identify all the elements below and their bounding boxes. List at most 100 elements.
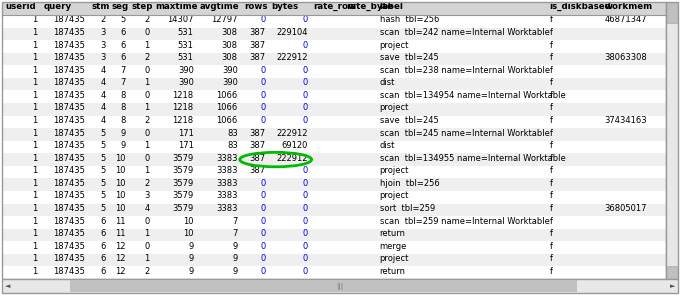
Text: 0: 0 [144,129,150,137]
Text: f: f [549,254,553,263]
Text: 1218: 1218 [173,104,194,112]
Text: 10: 10 [183,229,194,238]
Text: 0: 0 [260,116,265,125]
Text: 12: 12 [115,267,126,276]
Text: |||: ||| [337,283,343,289]
Text: 2: 2 [100,15,105,24]
Text: 390: 390 [222,66,238,75]
Text: 0: 0 [260,78,265,87]
Text: f: f [549,41,553,50]
Text: 3: 3 [100,41,105,50]
Text: 0: 0 [303,166,307,175]
Text: 10: 10 [115,204,126,213]
Text: 6: 6 [100,267,105,276]
Text: 0: 0 [303,242,307,251]
Text: 4: 4 [144,204,150,213]
Text: 6: 6 [120,28,126,37]
Text: 1: 1 [33,66,37,75]
Bar [2,116,666,128]
Text: 5: 5 [100,166,105,175]
Text: 0: 0 [260,191,265,200]
Text: 187435: 187435 [54,53,85,62]
Bar [2,78,666,91]
Text: 0: 0 [303,204,307,213]
Text: 3383: 3383 [216,154,238,163]
Bar [666,2,678,279]
Text: hjoin  tbl=256: hjoin tbl=256 [379,179,439,188]
Text: step: step [132,2,153,11]
Text: 4: 4 [100,104,105,112]
Text: 12797: 12797 [211,15,238,24]
Text: 0: 0 [260,267,265,276]
Text: 387: 387 [249,129,265,137]
Text: 0: 0 [303,254,307,263]
Text: 4: 4 [100,78,105,87]
Bar [2,27,666,40]
Text: 187435: 187435 [54,179,85,188]
Text: scan  tbl=259 name=Internal Worktable: scan tbl=259 name=Internal Worktable [379,217,549,226]
Text: 187435: 187435 [54,141,85,150]
Text: 7: 7 [120,66,126,75]
Text: 1: 1 [33,217,37,226]
Text: ◄: ◄ [5,283,10,289]
Text: 3579: 3579 [173,204,194,213]
Text: 0: 0 [303,191,307,200]
Bar [2,53,666,65]
Text: scan  tbl=238 name=Internal Worktable: scan tbl=238 name=Internal Worktable [379,66,550,75]
Text: 8: 8 [120,116,126,125]
Text: dist: dist [379,141,395,150]
Text: 0: 0 [260,204,265,213]
Text: 5: 5 [100,129,105,137]
Text: 1: 1 [33,154,37,163]
Text: 4: 4 [100,91,105,100]
Text: 1: 1 [33,104,37,112]
Bar [2,91,666,103]
Text: 2: 2 [144,53,150,62]
Text: 0: 0 [303,41,307,50]
Text: workmem: workmem [605,2,653,11]
Text: 1066: 1066 [216,116,238,125]
Text: 1: 1 [144,141,150,150]
Text: 187435: 187435 [54,204,85,213]
Text: 4: 4 [100,116,105,125]
Text: 1: 1 [33,267,37,276]
Text: project: project [379,166,409,175]
Text: 1: 1 [33,116,37,125]
Text: 187435: 187435 [54,66,85,75]
Text: f: f [549,28,553,37]
Text: 2: 2 [144,116,150,125]
Text: 1: 1 [144,229,150,238]
Bar [2,254,666,266]
Text: 390: 390 [178,78,194,87]
Text: 3: 3 [100,28,105,37]
Text: 1: 1 [33,53,37,62]
Text: 6: 6 [120,53,126,62]
Text: 187435: 187435 [54,15,85,24]
Text: 187435: 187435 [54,154,85,163]
Text: f: f [549,66,553,75]
Text: 9: 9 [120,141,126,150]
Text: 9: 9 [233,242,238,251]
Text: 46871347: 46871347 [605,15,647,24]
Text: 0: 0 [260,66,265,75]
Text: 7: 7 [120,78,126,87]
Text: 0: 0 [144,154,150,163]
Text: 390: 390 [222,78,238,87]
Text: 1: 1 [144,104,150,112]
Text: 36805017: 36805017 [605,204,647,213]
Text: 12: 12 [115,242,126,251]
Text: 187435: 187435 [54,242,85,251]
Text: f: f [549,129,553,137]
Text: 187435: 187435 [54,91,85,100]
Text: 1: 1 [33,141,37,150]
Text: 0: 0 [303,78,307,87]
Text: rate_byte: rate_byte [347,2,393,11]
Text: f: f [549,91,553,100]
Text: 14307: 14307 [167,15,194,24]
Text: project: project [379,191,409,200]
Text: 6: 6 [100,229,105,238]
Text: 171: 171 [178,141,194,150]
Text: maxtime: maxtime [156,2,198,11]
Text: 0: 0 [303,104,307,112]
Text: f: f [549,53,553,62]
